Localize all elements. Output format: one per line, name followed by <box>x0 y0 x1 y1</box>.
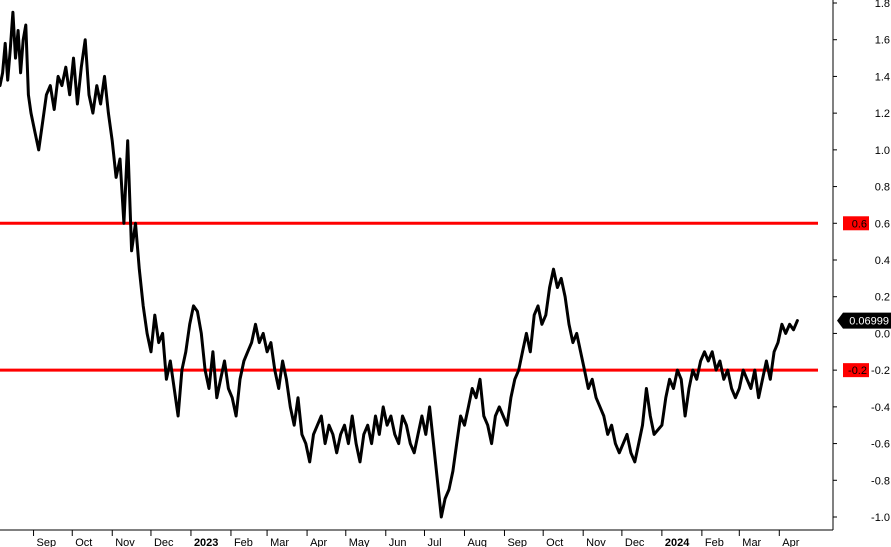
x-tick-label: Apr <box>310 537 327 547</box>
x-tick-label: Jul <box>427 537 441 547</box>
x-axis-ticks: Sep Oct Nov Dec 2023 Feb Mar Apr May Jun Jul Aug Sep… <box>33 530 800 547</box>
x-tick-label: Nov <box>586 537 606 547</box>
x-tick-label: May <box>349 537 370 547</box>
x-tick-label: Feb <box>705 537 724 547</box>
x-tick-label: 2023 <box>194 537 218 547</box>
reference-badge-0 <box>843 216 869 231</box>
x-tick-label: Oct <box>75 537 92 547</box>
y-tick-label: 1.2 <box>875 108 890 120</box>
y-tick-label: -1.0 <box>871 512 890 524</box>
y-tick-label: -0.6 <box>871 439 890 451</box>
x-tick-label: Dec <box>154 537 174 547</box>
series-line-0 <box>0 10 799 519</box>
series-group <box>0 10 799 519</box>
x-tick-label: 2024 <box>665 537 690 547</box>
reference-badge-label-0: 0.6 <box>852 218 867 230</box>
y-tick-label: -0.4 <box>871 402 890 414</box>
y-tick-label: -0.2 <box>871 365 890 377</box>
x-tick-label: Feb <box>234 537 253 547</box>
reference-badge-label-1: -0.2 <box>848 365 867 377</box>
x-tick-label: Nov <box>115 537 135 547</box>
y-tick-label: 0.8 <box>875 182 890 194</box>
y-tick-label: 1.4 <box>875 71 890 83</box>
y-tick-label: 1.0 <box>875 145 890 157</box>
x-tick-label: Mar <box>270 537 289 547</box>
x-tick-label: Dec <box>625 537 645 547</box>
x-tick-label: Sep <box>507 537 527 547</box>
x-tick-label: Oct <box>546 537 563 547</box>
x-tick-label: Mar <box>742 537 761 547</box>
x-tick-label: Jun <box>389 537 407 547</box>
y-tick-label: 1.6 <box>875 35 890 47</box>
y-tick-label: 0.2 <box>875 292 890 304</box>
y-axis-ticks: 1.8 1.6 1.4 1.2 1.0 0.8 0.6 0.4 0.2 0.0 -0.2 -0.4 -0… <box>833 0 890 524</box>
x-tick-label: Aug <box>467 537 487 547</box>
y-tick-label: 0.4 <box>875 255 890 267</box>
y-tick-label: 0.0 <box>875 328 890 340</box>
y-tick-label: 0.6 <box>875 218 890 230</box>
y-tick-label: -0.8 <box>871 475 890 487</box>
value-badges: 0.6 -0.2 0.06999 <box>837 216 891 378</box>
last-value-label: 0.06999 <box>849 316 889 328</box>
x-tick-label: Sep <box>37 537 57 547</box>
x-tick-label: Apr <box>782 537 799 547</box>
last-value-badge <box>837 312 891 329</box>
reference-badge-1 <box>843 363 869 378</box>
y-tick-label: 1.8 <box>875 0 890 10</box>
